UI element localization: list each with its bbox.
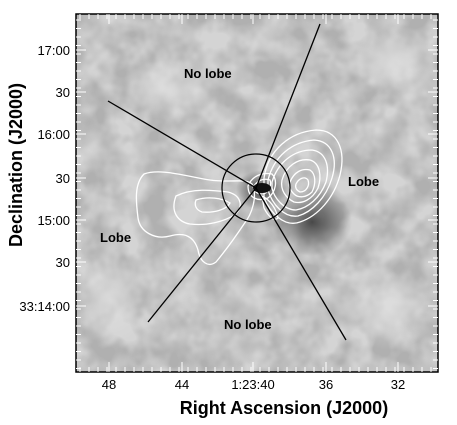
contour-right-2 (267, 139, 335, 217)
contour-right-4 (280, 159, 321, 204)
annotation-lobe-right: Lobe (348, 174, 379, 189)
x-tick-label: 1:23:40 (231, 377, 274, 392)
x-tick-label: 32 (391, 377, 405, 392)
x-tick-label: 44 (175, 377, 189, 392)
y-tick-label: 30 (56, 85, 70, 100)
radio-contours (135, 129, 343, 265)
x-axis-title: Right Ascension (J2000) (180, 398, 388, 418)
contour-right-1 (263, 129, 343, 224)
sector-line-upper-left (107, 100, 257, 189)
x-tick-label: 36 (319, 377, 333, 392)
y-tick-label: 17:00 (37, 43, 70, 58)
sector-line-upper-right (255, 23, 321, 189)
contour-core-1 (247, 172, 277, 201)
y-tick-label: 15:00 (37, 213, 70, 228)
sector-line-lower-left (147, 187, 257, 323)
contour-left-inner (194, 197, 231, 213)
sector-line-lower-right (255, 187, 347, 341)
y-tick-labels: 17:00 30 16:00 30 15:00 30 33:14:00 (19, 43, 70, 314)
contour-right-3 (271, 149, 329, 211)
y-tick-label: 30 (56, 255, 70, 270)
y-tick-label: 33:14:00 (19, 299, 70, 314)
lobe-sector-lines (107, 23, 347, 341)
contour-jet-lower (261, 194, 279, 220)
y-tick-label: 30 (56, 171, 70, 186)
x-tick-label: 48 (102, 377, 116, 392)
y-axis-title: Declination (J2000) (6, 83, 26, 247)
contour-left-mid (173, 189, 241, 226)
annotation-no-lobe-bottom: No lobe (224, 317, 272, 332)
plot-frame (75, 13, 439, 373)
contour-right-5 (288, 168, 316, 198)
core-region-circle (221, 153, 291, 223)
annotation-lobe-left: Lobe (100, 230, 131, 245)
y-tick-label: 16:00 (37, 127, 70, 142)
x-tick-labels: 48 44 1:23:40 36 32 (102, 377, 405, 392)
contour-right-6 (294, 177, 310, 193)
contour-left-outer (135, 171, 256, 265)
axis-ticks (76, 14, 438, 372)
annotation-no-lobe-top: No lobe (184, 66, 232, 81)
